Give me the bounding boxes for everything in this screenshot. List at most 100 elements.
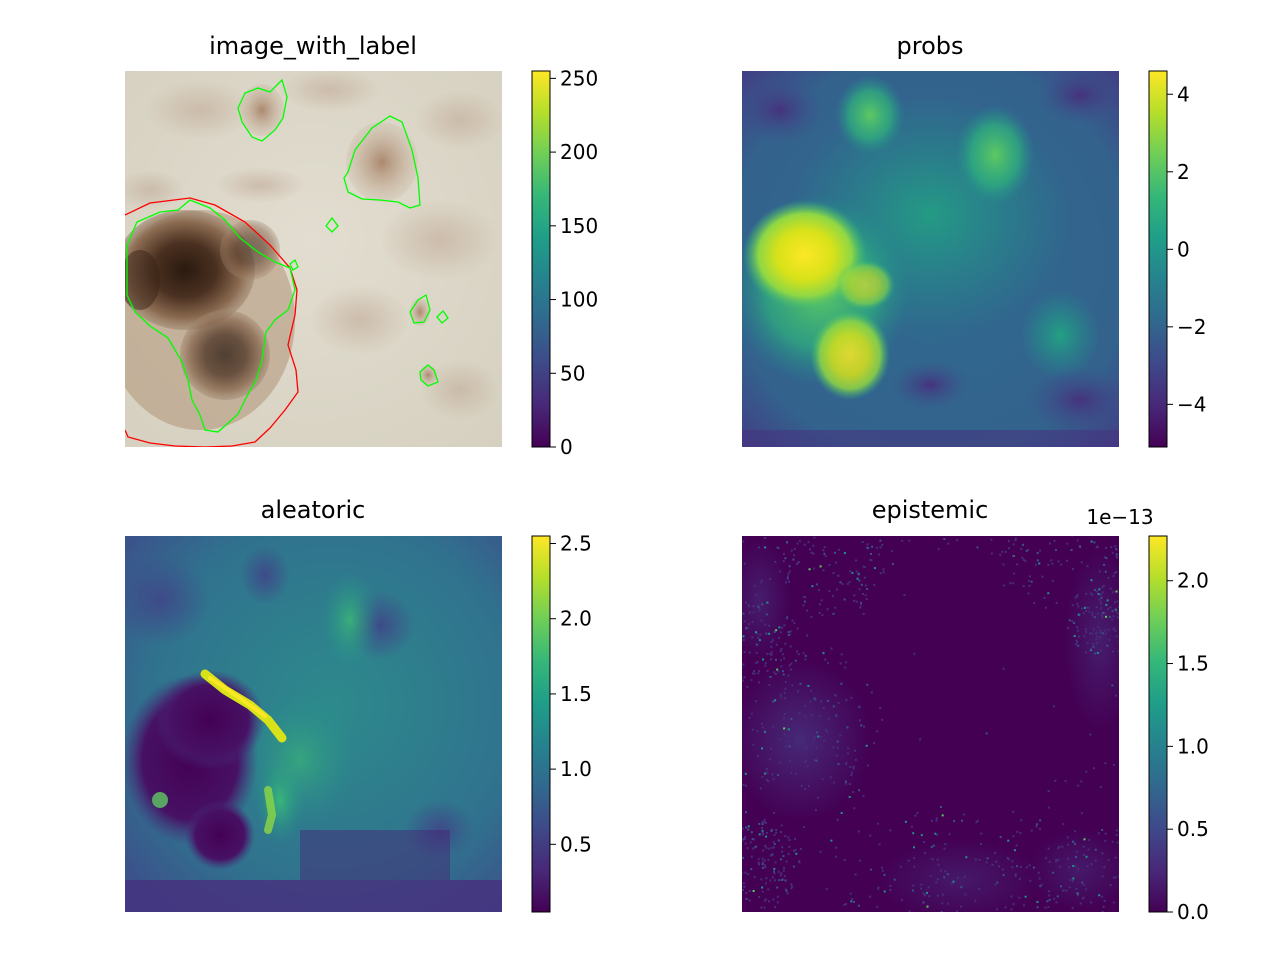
noise-pixel [1014,539,1017,542]
noise-pixel [938,915,940,917]
noise-pixel [752,605,755,607]
noise-pixel [744,842,747,845]
noise-pixel [1103,556,1106,559]
noise-pixel [846,726,849,729]
noise-pixel [772,725,775,728]
colorbar-tick-label: 4 [1177,82,1190,106]
noise-pixel [773,833,776,836]
noise-pixel [752,847,755,850]
noise-pixel [1048,898,1051,901]
noise-pixel [789,630,792,633]
noise-pixel [804,761,807,764]
noise-pixel [1085,630,1088,633]
noise-pixel [1080,561,1083,564]
noise-pixel [788,580,790,583]
noise-pixel [745,826,748,829]
noise-pixel [734,664,736,666]
noise-pixel [806,634,809,637]
noise-pixel [836,818,839,821]
noise-pixel [911,889,914,892]
noise-pixel [757,605,760,608]
noise-pixel [881,543,884,546]
noise-pixel [860,583,863,586]
noise-pixel [837,701,840,704]
noise-pixel [768,684,771,687]
noise-pixel [1110,913,1112,915]
noise-pixel [776,886,779,889]
noise-pixel [785,889,788,892]
noise-pixel [1062,889,1064,892]
noise-pixel [749,841,752,844]
noise-pixel [1095,919,1097,921]
noise-pixel [774,699,777,702]
noise-pixel [764,844,767,847]
noise-pixel [773,671,776,674]
noise-pixel [1021,557,1024,559]
noise-pixel [843,859,846,861]
noise-pixel [1127,614,1129,616]
noise-pixel [1127,640,1129,642]
noise-pixel [1019,866,1022,868]
noise-pixel [748,889,751,892]
noise-pixel [743,676,746,679]
noise-pixel [1104,570,1107,573]
noise-pixel [793,850,795,853]
noise-pixel [1103,629,1106,632]
noise-pixel [802,742,805,745]
noise-pixel [753,838,756,841]
noise-pixel [752,672,754,675]
noise-pixel [738,664,740,666]
noise-pixel [766,831,768,834]
noise-pixel [1053,897,1056,900]
noise-pixel [1114,856,1117,859]
noise-pixel [730,656,732,658]
noise-pixel [779,761,782,764]
noise-pixel [861,530,863,532]
noise-pixel [819,565,822,568]
noise-pixel [1112,763,1115,766]
noise-pixel [771,876,774,879]
noise-pixel [797,712,800,715]
noise-pixel [1036,901,1039,903]
noise-pixel [1098,588,1101,591]
noise-pixel [947,902,950,905]
noise-pixel [740,607,742,609]
noise-pixel [1116,556,1119,559]
noise-pixel [852,791,855,794]
noise-pixel [734,668,736,670]
noise-pixel [738,615,740,617]
noise-pixel [783,866,785,869]
noise-pixel [924,894,927,897]
noise-pixel [1081,607,1084,610]
noise-pixel [861,541,864,543]
noise-pixel [817,796,820,799]
noise-pixel [772,898,775,901]
noise-pixel [831,528,833,530]
noise-pixel [908,910,911,912]
noise-pixel [1115,548,1118,551]
noise-pixel [751,728,754,731]
noise-pixel [1101,852,1104,855]
noise-pixel [810,551,813,554]
noise-pixel [955,911,958,912]
probs-heatmap [742,71,1119,447]
noise-pixel [1061,482,1063,484]
noise-pixel [1041,575,1044,578]
noise-pixel [1052,871,1055,874]
noise-pixel [792,865,795,868]
noise-pixel [784,745,787,748]
noise-pixel [743,562,746,565]
noise-pixel [1054,915,1056,917]
noise-pixel [737,864,739,866]
noise-pixel [1056,895,1059,898]
noise-pixel [1083,534,1085,536]
noise-pixel [920,887,923,890]
noise-pixel [763,729,766,732]
colorbar-tick-label: 100 [560,288,598,312]
noise-pixel [1131,899,1133,901]
noise-pixel [842,519,844,521]
noise-pixel [1144,870,1146,872]
noise-pixel [1021,930,1023,932]
noise-pixel [1054,779,1057,782]
noise-pixel [1127,905,1129,907]
